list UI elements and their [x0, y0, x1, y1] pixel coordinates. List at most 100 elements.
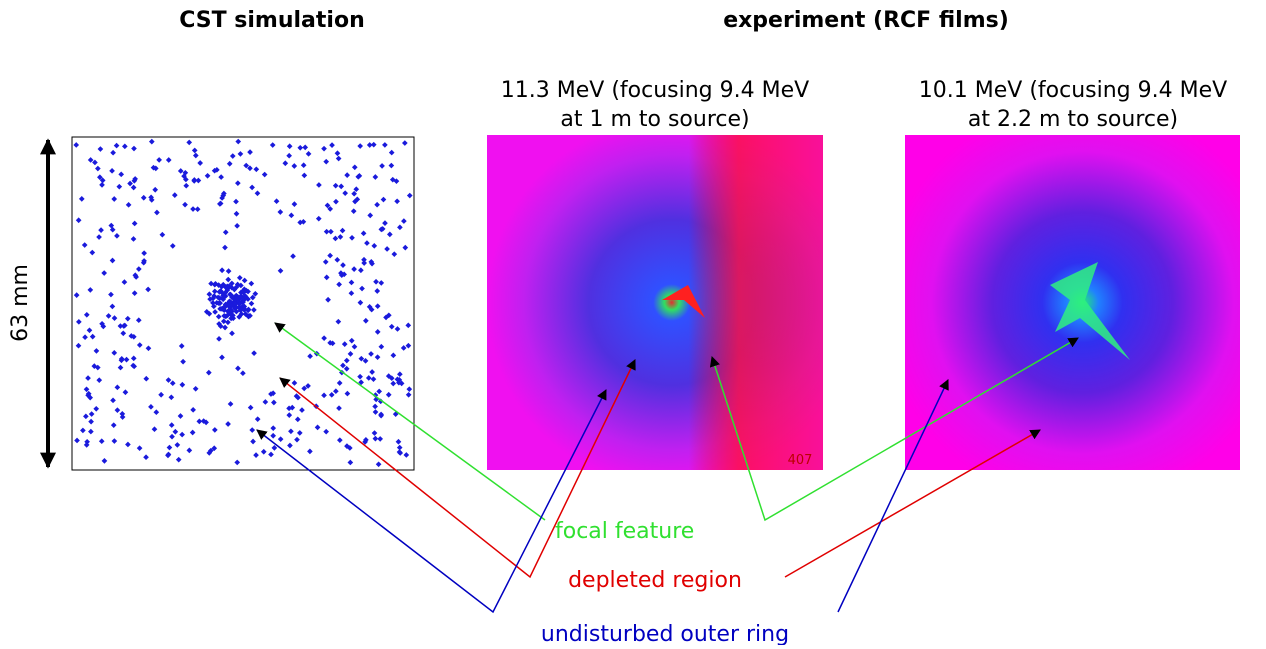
particle-dot — [242, 294, 249, 300]
particle-dot — [386, 231, 393, 238]
particle-dot — [197, 160, 204, 166]
particle-dot — [260, 448, 267, 455]
particle-dot — [89, 249, 96, 256]
particle-dot — [234, 459, 241, 466]
particle-dot — [349, 234, 355, 241]
particle-dot — [130, 333, 137, 340]
particle-dot — [321, 335, 327, 341]
particle-dot — [348, 337, 355, 344]
particle-dot — [109, 303, 116, 310]
particle-dot — [119, 414, 126, 420]
particle-dot — [179, 381, 186, 388]
particle-dot — [380, 196, 387, 203]
particle-dot — [332, 182, 339, 189]
particle-dot — [230, 312, 236, 319]
particle-dot — [247, 404, 254, 411]
film-focus — [1050, 262, 1130, 360]
particle-dot — [251, 307, 257, 313]
particle-dot — [240, 370, 246, 377]
particle-dot — [372, 174, 379, 180]
particle-dot — [194, 206, 201, 213]
particle-dot — [222, 301, 229, 308]
particle-dot — [366, 303, 373, 310]
particle-dot — [315, 215, 322, 222]
particle-dot — [236, 274, 243, 281]
particle-dot — [216, 289, 223, 295]
particle-dot — [235, 138, 242, 145]
particle-dot — [388, 162, 395, 169]
particle-dot — [368, 351, 374, 357]
particle-dot — [273, 198, 280, 205]
particle-dot — [82, 334, 88, 341]
particle-dot — [227, 401, 234, 407]
particle-dot — [261, 171, 268, 178]
particle-dot — [378, 343, 385, 350]
particle-dot — [169, 433, 175, 440]
particle-dot — [92, 159, 98, 166]
annotation-focal: focal feature — [555, 519, 694, 544]
particle-dot — [383, 314, 389, 321]
particle-dot — [95, 165, 101, 172]
particle-dot — [123, 356, 130, 363]
particle-dot — [141, 250, 147, 256]
particle-dot — [83, 386, 90, 393]
particle-dot — [297, 219, 304, 226]
particle-dot — [93, 348, 100, 354]
particle-dot — [382, 142, 388, 148]
particle-dot — [405, 342, 412, 349]
particle-dot — [131, 220, 138, 227]
particle-dot — [225, 276, 232, 283]
particle-dot — [96, 377, 103, 383]
particle-dot — [148, 194, 154, 201]
particle-dot — [150, 164, 157, 171]
particle-dot — [130, 236, 137, 242]
particle-dot — [335, 318, 342, 325]
film-title: 10.1 MeV (focusing 9.4 MeV — [919, 78, 1227, 103]
particle-dot — [99, 182, 105, 188]
particle-dot — [131, 177, 138, 184]
particle-dot — [252, 290, 259, 297]
particle-dot — [323, 274, 330, 281]
particle-dot — [253, 452, 259, 458]
particle-dot — [108, 291, 114, 298]
particle-dot — [335, 155, 342, 162]
film-2 — [905, 135, 1240, 470]
particle-dot — [101, 458, 108, 464]
particle-dot — [374, 288, 381, 294]
particle-dot — [195, 177, 202, 184]
particle-dot — [243, 162, 250, 169]
annotation-lines — [256, 322, 1079, 614]
particle-dot — [346, 445, 353, 451]
particle-dot — [375, 461, 382, 468]
particle-dot — [323, 158, 330, 165]
particle-dot — [158, 391, 164, 398]
particle-dot — [332, 235, 339, 242]
particle-dot — [234, 223, 240, 229]
particle-dot — [111, 315, 118, 321]
film-stripe — [487, 135, 823, 470]
particle-dot — [233, 284, 240, 290]
particle-dot — [316, 182, 322, 188]
particle-dot — [83, 413, 89, 420]
particle-dot — [217, 201, 223, 207]
particle-dot — [83, 311, 90, 318]
particle-dot — [277, 267, 284, 274]
particle-dot — [334, 257, 341, 263]
particle-dot — [222, 244, 228, 251]
particle-dot — [400, 345, 407, 351]
particle-dot — [336, 281, 342, 288]
particle-dot — [80, 427, 86, 434]
particle-dot — [156, 157, 162, 163]
particle-dot — [74, 437, 80, 444]
particle-dot — [225, 319, 231, 326]
particle-dot — [402, 140, 408, 146]
particle-dot — [307, 353, 313, 360]
particle-dot — [111, 438, 118, 444]
particle-dot — [145, 286, 151, 293]
particle-dot — [206, 291, 213, 298]
particle-dot — [73, 142, 80, 148]
particle-dot — [322, 259, 329, 265]
particle-dot — [378, 280, 385, 286]
particle-dot — [405, 322, 412, 329]
particle-dot — [165, 452, 171, 459]
